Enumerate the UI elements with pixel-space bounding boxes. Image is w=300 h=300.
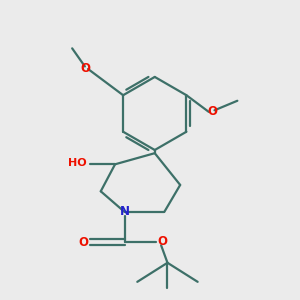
Text: O: O bbox=[207, 105, 217, 119]
Text: O: O bbox=[157, 235, 167, 248]
Text: O: O bbox=[78, 236, 88, 249]
Text: N: N bbox=[120, 206, 130, 218]
Text: HO: HO bbox=[68, 158, 86, 168]
Text: O: O bbox=[80, 62, 90, 76]
